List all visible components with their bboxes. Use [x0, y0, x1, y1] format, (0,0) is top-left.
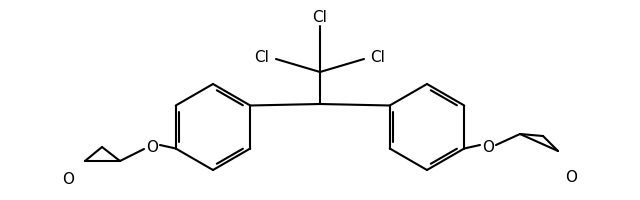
Text: O: O [146, 140, 158, 155]
Text: O: O [482, 140, 494, 155]
Text: Cl: Cl [312, 10, 328, 25]
Text: O: O [62, 172, 74, 187]
Text: Cl: Cl [371, 50, 385, 65]
Text: Cl: Cl [255, 50, 269, 65]
Text: O: O [565, 170, 577, 185]
